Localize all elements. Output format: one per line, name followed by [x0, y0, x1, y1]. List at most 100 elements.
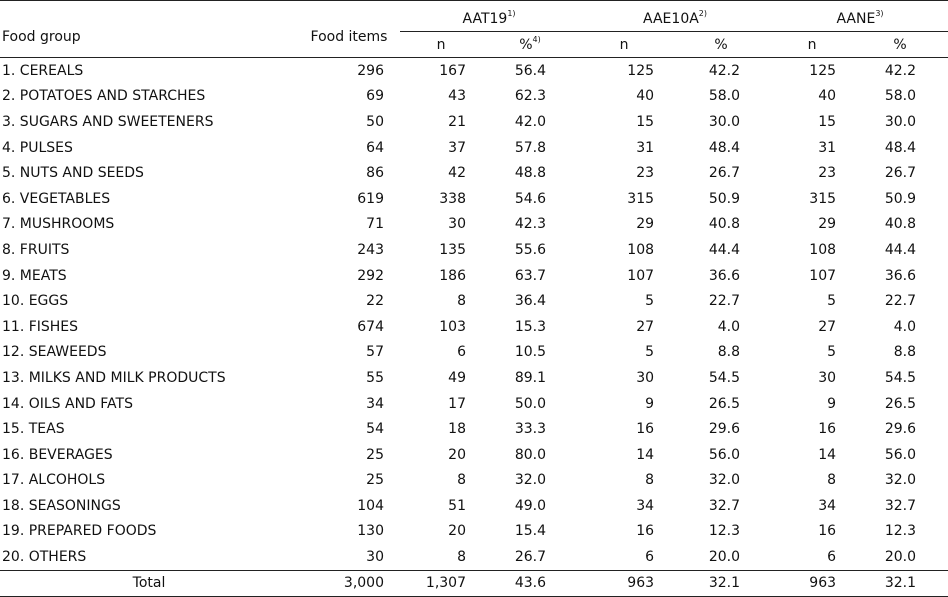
header-aae10a-pct: % [670, 31, 773, 58]
total-aat19-n: 1,307 [400, 569, 482, 597]
cell-aat19-pct: 33.3 [514, 421, 547, 438]
cell-aane-n: 315 [809, 190, 837, 207]
cell-aae10a-n: 125 [627, 62, 655, 79]
cell-aat19-pct: 54.6 [514, 190, 547, 207]
cell-food-group: 15. TEAS [2, 421, 65, 438]
cell-food-items: 104 [357, 497, 384, 514]
cell-aane-pct: 44.4 [884, 241, 917, 258]
cell-aat19-n: 103 [439, 318, 466, 335]
cell-aat19-pct: 26.7 [514, 549, 547, 566]
cell-aane-pct: 32.0 [884, 472, 917, 489]
cell-food-group: 18. SEASONINGS [2, 497, 121, 514]
cell-aae10a-n: 29 [636, 216, 655, 233]
table-body: 1. CEREALS 29 6 167 56.4 125 42.2 125 42.2 2. POT… [0, 58, 948, 571]
cell-aane-pct: 29.6 [884, 421, 917, 438]
cell-aae10a-pct: 30.0 [708, 113, 741, 130]
cell-aane-n: 27 [818, 318, 837, 335]
cell-food-group: 19. PREPARED FOODS [2, 523, 157, 540]
cell-aane-n: 8 [827, 472, 837, 489]
cell-aae10a-pct: 54.5 [708, 369, 741, 386]
cell-aae10a-pct: 44.4 [708, 241, 741, 258]
cell-aat19-n: 20 [448, 523, 466, 540]
cell-aae10a-pct: 42.2 [708, 62, 741, 79]
cell-aat19-n: 43 [448, 88, 466, 105]
cell-aat19-pct: 57.8 [514, 139, 547, 156]
header-food-group: Food group [0, 0, 298, 58]
header-aat19-pct: %4) [482, 31, 579, 58]
cell-food-items: 50 [366, 113, 384, 130]
cell-aat19-pct: 56.4 [514, 62, 547, 79]
cell-aae10a-n: 34 [636, 497, 655, 514]
header-aat19: AAT191) [400, 0, 579, 32]
header-aat19-n: n [400, 31, 482, 58]
cell-aae10a-n: 9 [645, 395, 655, 412]
cell-aae10a-pct: 56.0 [708, 446, 741, 463]
cell-food-group: 2. POTATOES AND STARCHES [2, 88, 206, 105]
table-row: 12. SEAWEEDS 57 6 10.5 5 8.8 5 8.8 [0, 340, 948, 366]
cell-aat19-n: 167 [439, 62, 466, 79]
cell-aane-n: 34 [818, 497, 837, 514]
cell-aae10a-pct: 36.6 [708, 267, 741, 284]
cell-aat19-n: 17 [448, 395, 466, 412]
table-row: 1. CEREALS 296 167 56.4 125 42.2 125 42.2 [0, 58, 948, 84]
cell-aane-n: 6 [827, 549, 837, 566]
cell-food-items: 22 [366, 293, 384, 310]
table-row: 4. PULSES 64 37 57.8 31 48.4 31 48.4 [0, 135, 948, 161]
cell-aane-pct: 32.7 [884, 497, 917, 514]
cell-aae10a-n: 6 [645, 549, 655, 566]
cell-food-items: 30 [366, 549, 384, 566]
cell-aane-pct: 50.9 [884, 190, 917, 207]
cell-aae10a-pct: 4.0 [717, 318, 741, 335]
cell-aane-pct: 4.0 [893, 318, 917, 335]
table-row: 5. NUTS AND SEEDS 86 42 48.8 23 26.7 23 26.7 [0, 160, 948, 186]
cell-food-items: 25 [366, 446, 384, 463]
cell-food-items: 57 [366, 344, 384, 361]
table-row: 19. PREPARED FOODS 130 20 15.4 16 12.3 16 12.3 [0, 519, 948, 545]
cell-food-group: 1. CEREALS [2, 62, 84, 79]
cell-food-items: 674 [357, 318, 384, 335]
cell-aane-pct: 12.3 [884, 523, 917, 540]
cell-food-group: 5. NUTS AND SEEDS [2, 165, 144, 182]
cell-food-group: 14. OILS AND FATS [2, 395, 133, 412]
cell-aat19-n: 8 [457, 472, 466, 489]
cell-aane-n: 16 [818, 421, 837, 438]
total-aane-pct: 32.1 [852, 569, 948, 597]
cell-aat19-pct: 50.0 [514, 395, 547, 412]
cell-aat19-n: 42 [448, 165, 466, 182]
header-aane-pct: % [852, 31, 948, 58]
table-row: 13. MILKS AND MILK PRODUCTS 55 49 89.1 30 54.… [0, 365, 948, 391]
cell-aat19-pct: 15.4 [514, 523, 547, 540]
table-row: 20. OTHERS 30 8 26.7 6 20.0 6 20.0 [0, 544, 948, 570]
cell-aat19-n: 21 [448, 113, 466, 130]
table-row: 3. SUGARS AND SWEETENERS 50 21 42.0 15 30.0 15… [0, 109, 948, 135]
cell-food-group: 10. EGGS [2, 293, 69, 310]
cell-aane-pct: 26.7 [884, 165, 917, 182]
table-row: 10. EGGS 22 8 36.4 5 22.7 5 22.7 [0, 288, 948, 314]
cell-aane-n: 16 [818, 523, 837, 540]
table-row: 11. FISHES 674 103 15.3 27 4.0 27 4.0 [0, 314, 948, 340]
header-aane: AANE3) [772, 0, 948, 32]
cell-aane-n: 31 [818, 139, 837, 156]
cell-food-group: 20. OTHERS [2, 549, 87, 566]
cell-aae10a-pct: 32.7 [708, 497, 741, 514]
cell-aane-n: 125 [809, 62, 837, 79]
total-label: Total [0, 569, 298, 597]
cell-aat19-pct: 15.3 [514, 318, 547, 335]
cell-aae10a-pct: 8.8 [717, 344, 741, 361]
cell-aat19-n: 30 [448, 216, 466, 233]
cell-aane-n: 15 [818, 113, 837, 130]
cell-food-items: 64 [366, 139, 384, 156]
cell-aane-n: 5 [827, 293, 837, 310]
cell-aat19-pct: 80.0 [514, 446, 547, 463]
cell-food-items: 69 [366, 88, 384, 105]
cell-aane-pct: 42.2 [884, 62, 917, 79]
total-aae10a-pct: 32.1 [670, 569, 773, 597]
cell-aat19-pct: 62.3 [514, 88, 547, 105]
cell-aat19-pct: 42.3 [514, 216, 547, 233]
cell-food-items: 71 [366, 216, 384, 233]
cell-food-items: 130 [357, 523, 384, 540]
cell-food-group: 17. ALCOHOLS [2, 472, 106, 489]
cell-aane-pct: 54.5 [884, 369, 917, 386]
table-row: 14. OILS AND FATS 34 17 50.0 9 26.5 9 26.5 [0, 391, 948, 417]
cell-food-items: 292 [357, 267, 384, 284]
